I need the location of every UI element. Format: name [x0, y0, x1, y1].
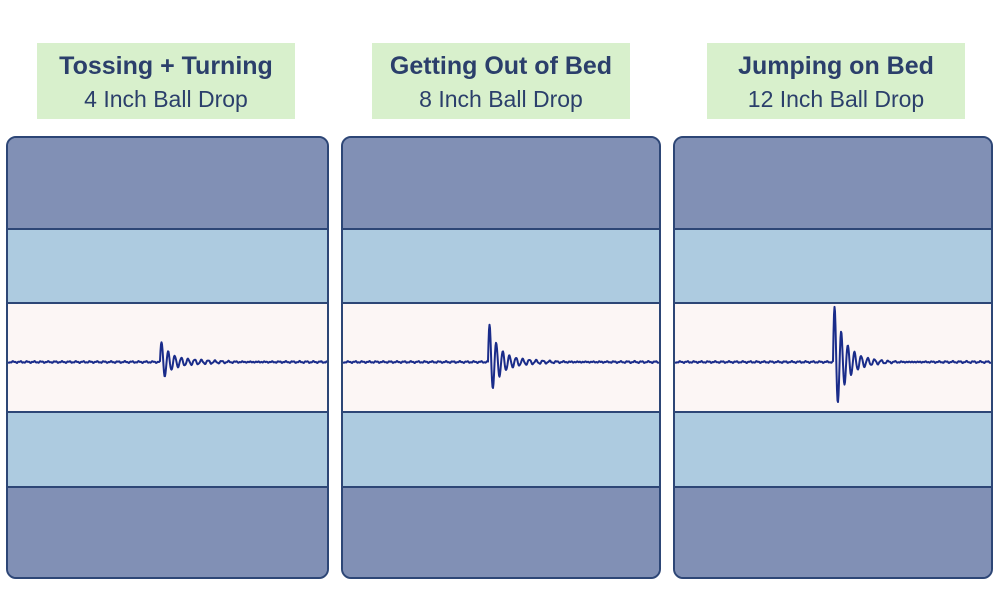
label-box: Jumping on Bed 12 Inch Ball Drop — [707, 43, 965, 119]
panel-tossing-turning: Tossing + Turning 4 Inch Ball Drop — [6, 0, 330, 607]
motion-transfer-wave — [675, 305, 991, 403]
wave-line — [675, 305, 991, 403]
mattress-comfort-layer — [675, 230, 991, 304]
mattress-cross-section — [341, 136, 661, 579]
label-box: Getting Out of Bed 8 Inch Ball Drop — [372, 43, 630, 119]
mattress-base-layer — [343, 488, 659, 577]
panel-getting-out-of-bed: Getting Out of Bed 8 Inch Ball Drop — [340, 0, 664, 607]
mattress-support-layer — [343, 413, 659, 488]
mattress-comfort-layer — [8, 230, 327, 304]
mattress-cross-section — [6, 136, 329, 579]
wave-line — [8, 341, 327, 378]
panel-title: Getting Out of Bed — [389, 52, 613, 80]
panel-title: Jumping on Bed — [738, 52, 934, 80]
mattress-base-layer — [8, 488, 327, 577]
mattress-base-layer — [675, 488, 991, 577]
mattress-top-layer — [343, 138, 659, 230]
mattress-comfort-layer — [343, 230, 659, 304]
panel-subtitle: 4 Inch Ball Drop — [84, 86, 248, 112]
panel-title: Tossing + Turning — [59, 52, 273, 80]
panel-subtitle: 12 Inch Ball Drop — [747, 86, 925, 112]
mattress-cross-section — [673, 136, 993, 579]
mattress-top-layer — [8, 138, 327, 230]
panel-subtitle: 8 Inch Ball Drop — [419, 86, 583, 112]
motion-transfer-wave — [343, 323, 659, 389]
mattress-support-layer — [8, 413, 327, 488]
motion-transfer-wave — [8, 341, 327, 378]
wave-line — [343, 323, 659, 389]
label-box: Tossing + Turning 4 Inch Ball Drop — [37, 43, 295, 119]
mattress-support-layer — [675, 413, 991, 488]
panel-jumping-on-bed: Jumping on Bed 12 Inch Ball Drop — [673, 0, 997, 607]
mattress-top-layer — [675, 138, 991, 230]
